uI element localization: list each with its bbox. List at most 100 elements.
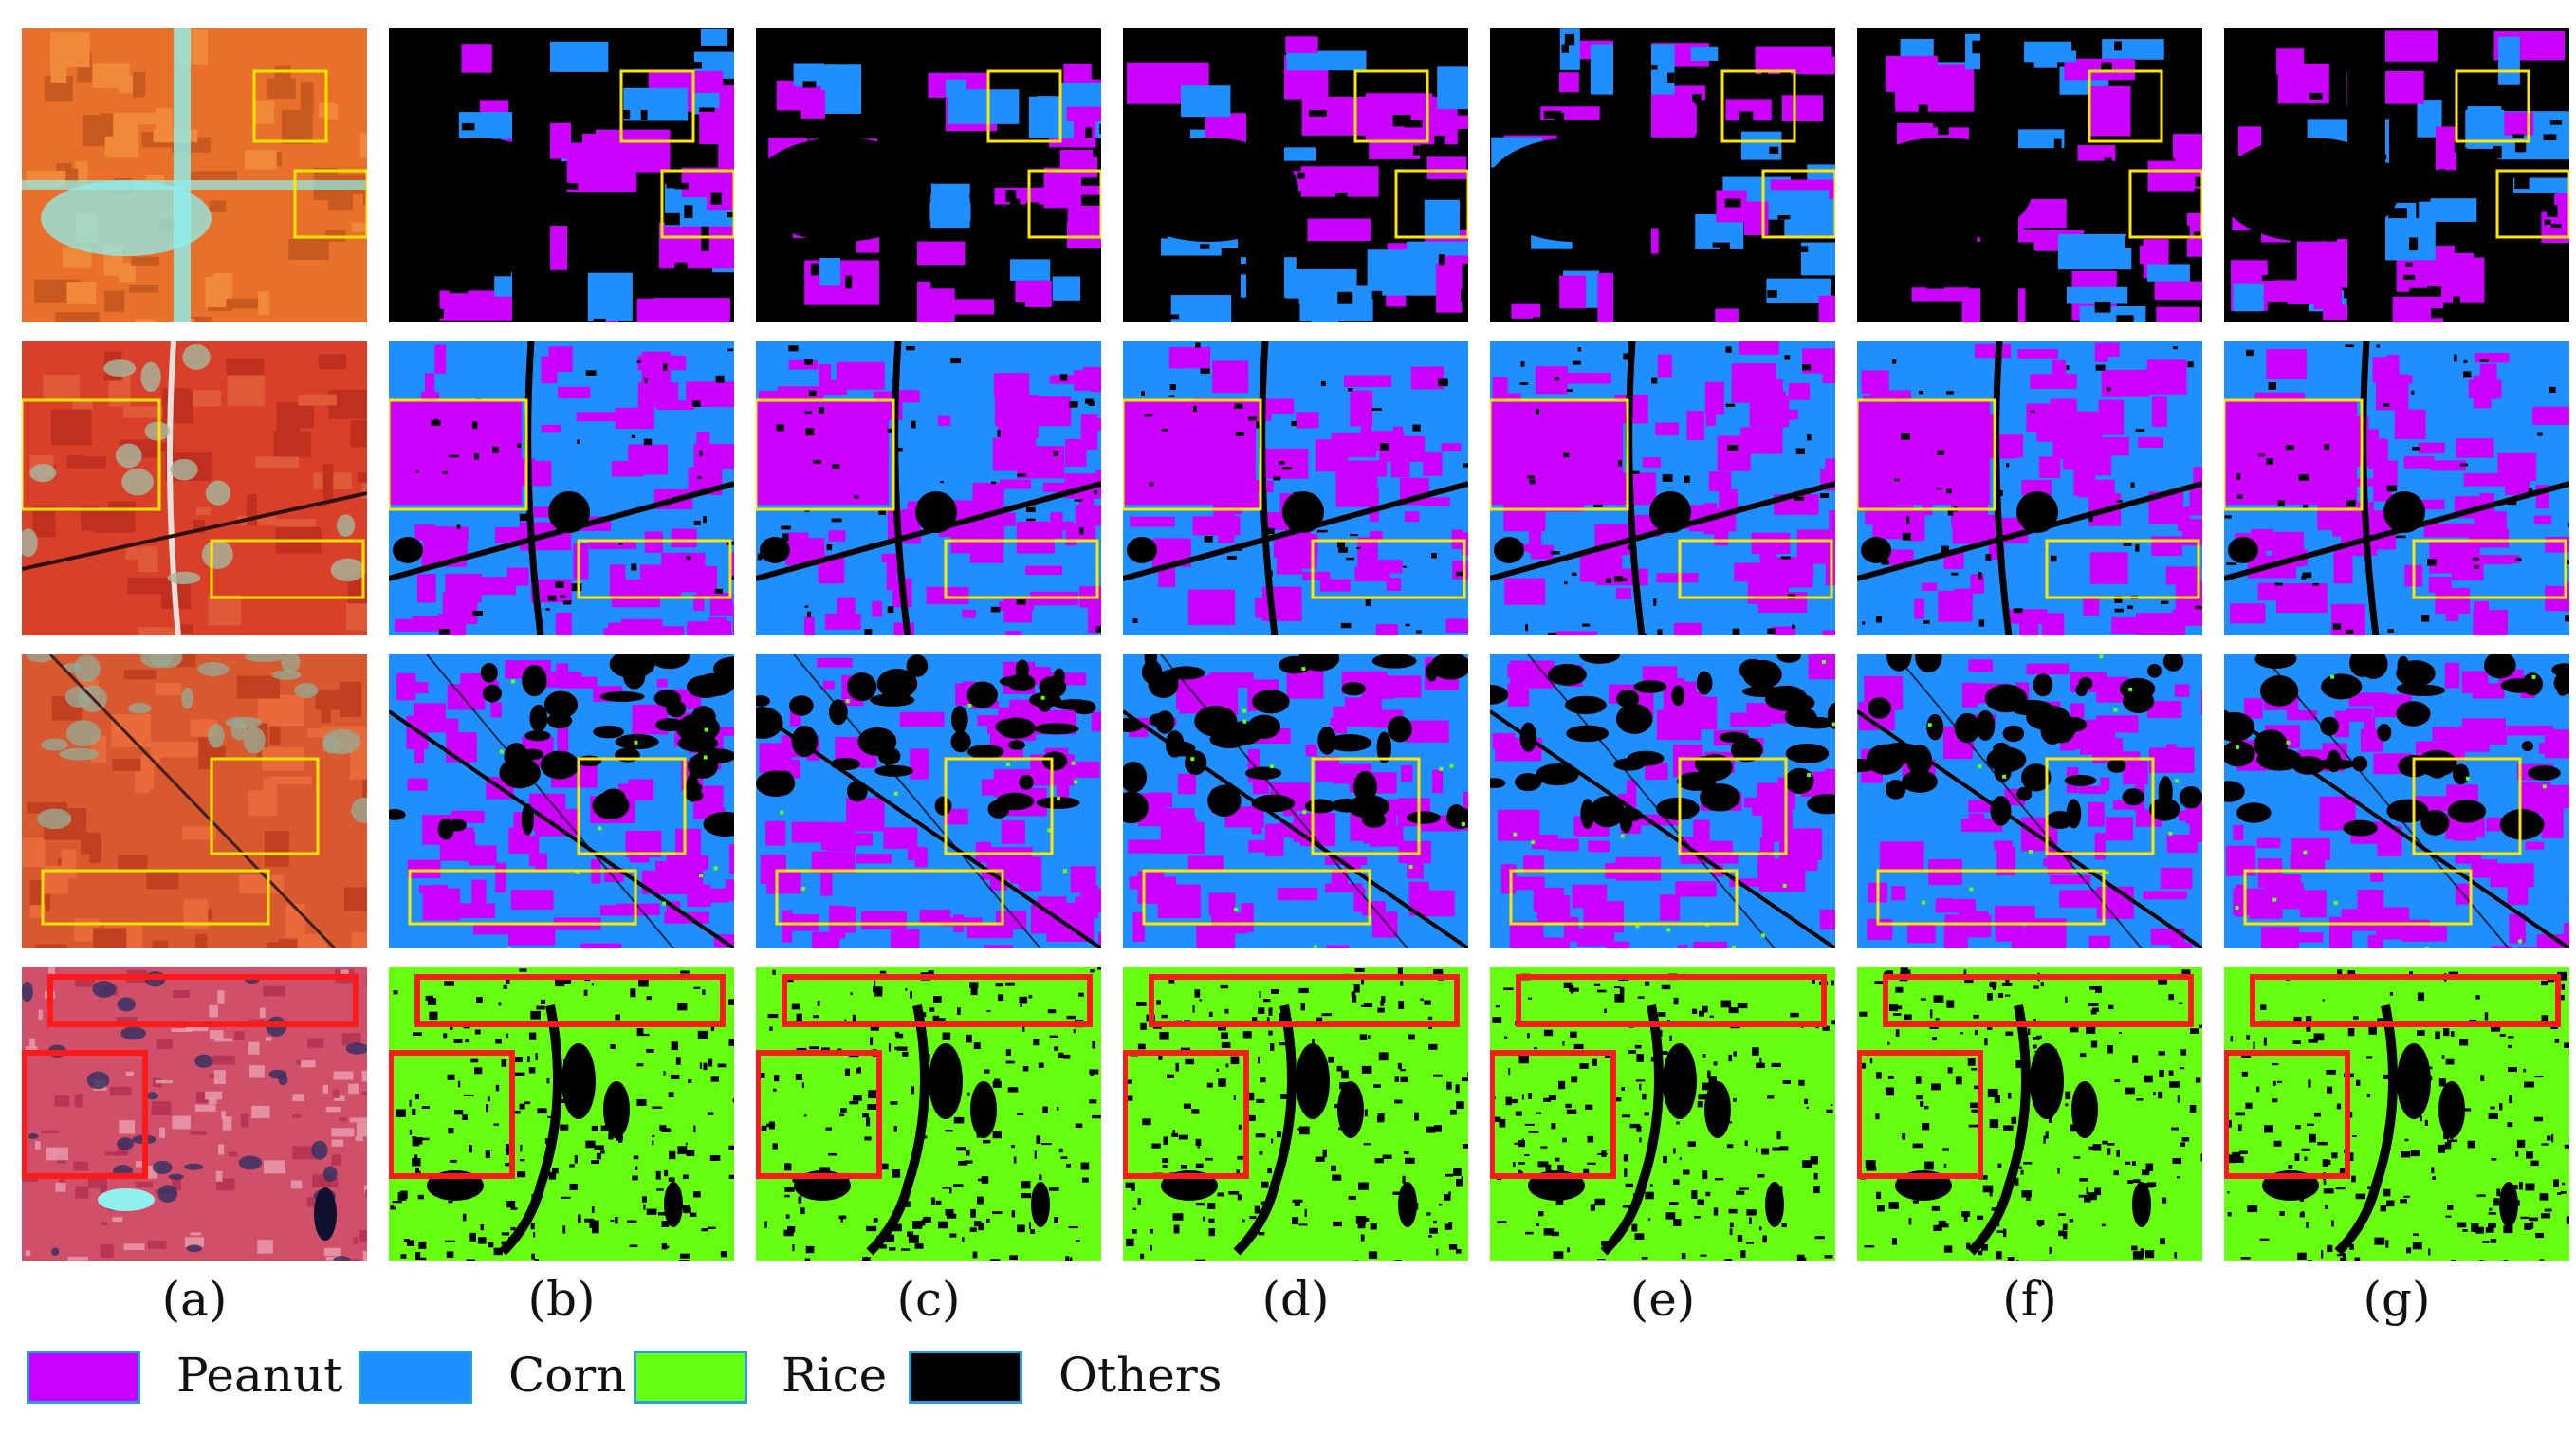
highlight-box-1 (389, 398, 528, 511)
classification-map-row1-col-c (756, 28, 1101, 322)
highlight-box-2 (1394, 169, 1468, 239)
highlight-box-1 (1516, 974, 1827, 1027)
highlight-box-1 (1149, 974, 1460, 1027)
classification-map-row4-col-d (1123, 967, 1468, 1261)
classification-map-row3-col-b (389, 654, 734, 948)
highlight-box-2 (389, 1050, 515, 1179)
highlight-box-1 (1311, 757, 1421, 855)
highlight-box-2 (1761, 169, 1835, 239)
classification-map-row3-col-e (1490, 654, 1835, 948)
highlight-box-2 (2224, 1050, 2350, 1179)
highlight-box-2 (1876, 869, 2106, 926)
highlight-box-2 (1678, 539, 1833, 599)
highlight-box-1 (1720, 69, 1796, 143)
classification-map-row4-col-g (2224, 967, 2569, 1261)
highlight-box-2 (2412, 539, 2567, 599)
legend-label-rice: Rice (782, 1348, 888, 1403)
highlight-box-1 (986, 69, 1062, 143)
column-label-b: (b) (527, 1272, 596, 1327)
classification-map-row4-col-c (756, 967, 1101, 1261)
classification-map-row2-col-e (1490, 341, 1835, 635)
classification-map-row2-col-f (1857, 341, 2202, 635)
legend-label-corn: Corn (508, 1348, 627, 1403)
column-label-d: (d) (1261, 1272, 1330, 1327)
classification-map-row3-col-d (1123, 654, 1468, 948)
column-label-g: (g) (2363, 1272, 2431, 1327)
legend-swatch-rice (634, 1351, 747, 1404)
highlight-box-2 (1490, 1050, 1616, 1179)
satellite-image-row2-col-a (22, 341, 367, 635)
highlight-box-2 (775, 869, 1004, 926)
highlight-box-1 (619, 69, 695, 143)
highlight-box-2 (1123, 1050, 1249, 1179)
highlight-box-2 (2045, 539, 2200, 599)
highlight-box-1 (2412, 757, 2522, 855)
classification-map-row1-col-e (1490, 28, 1835, 322)
highlight-box-2 (1509, 869, 1739, 926)
satellite-image-row1-col-a (22, 28, 367, 322)
classification-map-row2-col-b (389, 341, 734, 635)
highlight-box-1 (210, 757, 320, 855)
highlight-box-2 (577, 539, 732, 599)
highlight-box-1 (1123, 398, 1262, 511)
highlight-box-2 (22, 1050, 148, 1179)
highlight-box-2 (756, 1050, 882, 1179)
highlight-box-1 (782, 974, 1093, 1027)
column-label-f: (f) (2002, 1272, 2057, 1327)
highlight-box-2 (1142, 869, 1371, 926)
highlight-box-2 (1027, 169, 1101, 239)
highlight-box-2 (2495, 169, 2569, 239)
highlight-box-2 (660, 169, 734, 239)
classification-map-row1-col-f (1857, 28, 2202, 322)
classification-map-row3-col-c (756, 654, 1101, 948)
classification-map-row4-col-f (1857, 967, 2202, 1261)
highlight-box-1 (22, 398, 161, 511)
legend-label-peanut: Peanut (176, 1348, 343, 1403)
highlight-box-1 (47, 974, 359, 1027)
legend-swatch-peanut (27, 1351, 140, 1404)
satellite-image-row3-col-a (22, 654, 367, 948)
legend-label-others: Others (1058, 1348, 1223, 1403)
highlight-box-1 (2045, 757, 2155, 855)
highlight-box-1 (2224, 398, 2364, 511)
highlight-box-1 (756, 398, 895, 511)
column-label-a: (a) (161, 1272, 228, 1327)
column-label-c: (c) (896, 1272, 961, 1327)
highlight-box-1 (252, 69, 328, 143)
highlight-box-1 (1490, 398, 1629, 511)
highlight-box-2 (210, 539, 365, 599)
classification-map-row3-col-f (1857, 654, 2202, 948)
highlight-box-1 (1353, 69, 1429, 143)
classification-map-row2-col-g (2224, 341, 2569, 635)
classification-map-row4-col-e (1490, 967, 1835, 1261)
classification-map-row1-col-d (1123, 28, 1468, 322)
highlight-box-2 (41, 869, 270, 926)
highlight-box-2 (1311, 539, 1466, 599)
highlight-box-2 (408, 869, 637, 926)
highlight-box-1 (944, 757, 1054, 855)
satellite-image-row4-col-a (22, 967, 367, 1261)
highlight-box-2 (2243, 869, 2473, 926)
highlight-box-1 (1857, 398, 1996, 511)
classification-map-row1-col-g (2224, 28, 2569, 322)
highlight-box-2 (1857, 1050, 1983, 1179)
highlight-box-1 (2088, 69, 2163, 143)
highlight-box-2 (293, 169, 367, 239)
highlight-box-1 (1678, 757, 1788, 855)
highlight-box-1 (1883, 974, 2194, 1027)
classification-map-row4-col-b (389, 967, 734, 1261)
legend-swatch-others (909, 1351, 1022, 1404)
highlight-box-1 (2455, 69, 2530, 143)
column-label-e: (e) (1629, 1272, 1696, 1327)
classification-map-row2-col-d (1123, 341, 1468, 635)
highlight-box-2 (2128, 169, 2202, 239)
highlight-box-2 (944, 539, 1099, 599)
classification-map-row3-col-g (2224, 654, 2569, 948)
classification-map-row1-col-b (389, 28, 734, 322)
highlight-box-1 (2250, 974, 2561, 1027)
legend-swatch-corn (359, 1351, 472, 1404)
highlight-box-1 (577, 757, 687, 855)
highlight-box-1 (414, 974, 726, 1027)
classification-map-row2-col-c (756, 341, 1101, 635)
